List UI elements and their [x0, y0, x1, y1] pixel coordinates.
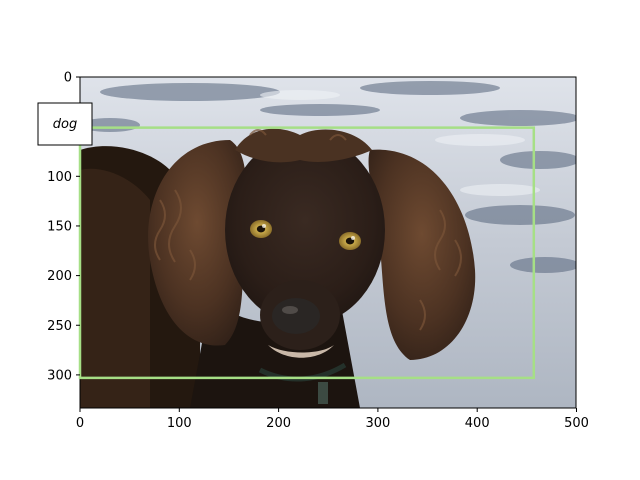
- y-tick-label: 250: [47, 319, 72, 334]
- dog-head: [225, 135, 385, 325]
- x-tick-label: 200: [266, 416, 291, 431]
- dog-right-eye: [339, 232, 361, 250]
- x-tick-label: 500: [564, 416, 589, 431]
- water-ripples: [80, 81, 576, 273]
- dog-left-eye: [250, 220, 272, 238]
- detection-label: dog: [37, 102, 93, 146]
- y-tick-label: 200: [47, 269, 72, 284]
- detection-label-text: dog: [53, 117, 77, 132]
- dog-right-ear: [368, 149, 476, 360]
- dog-photo: [80, 77, 576, 408]
- x-tick-label: 300: [365, 416, 390, 431]
- x-tick-label: 0: [76, 416, 84, 431]
- y-tick-label: 100: [47, 170, 72, 185]
- y-tick-label: 150: [47, 219, 72, 234]
- dog-nose: [272, 298, 320, 334]
- x-tick-label: 400: [465, 416, 490, 431]
- x-axis: 0 100 200 300 400 500: [76, 408, 589, 431]
- y-tick-label: 0: [64, 71, 72, 86]
- x-tick-label: 100: [167, 416, 192, 431]
- y-tick-label: 300: [47, 368, 72, 383]
- dog-left-ear: [148, 140, 247, 346]
- detection-box: [78, 126, 536, 380]
